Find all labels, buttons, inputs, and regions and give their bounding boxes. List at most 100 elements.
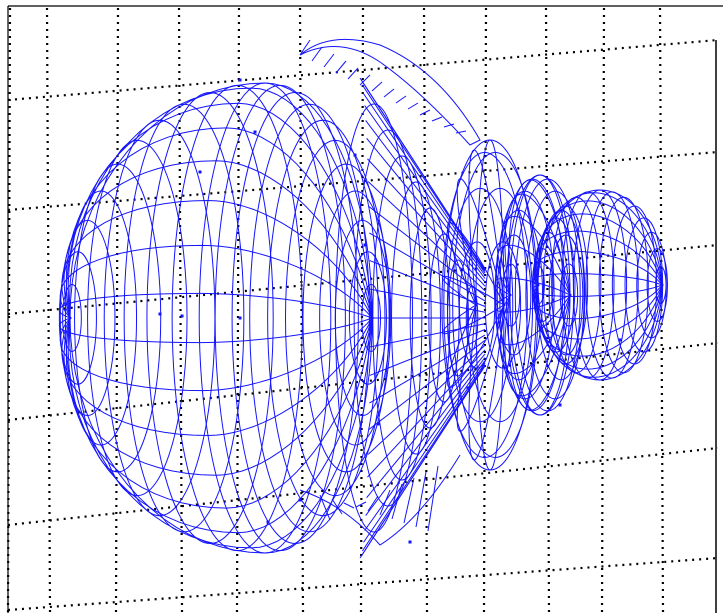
ripple-top-rib [383,88,395,98]
mesh-dot [298,498,302,502]
ripple-top-rib [323,53,335,68]
mesh-dot [238,316,242,320]
mesh-dot [376,422,380,426]
mesh-dot [466,386,470,390]
mesh-meridian [65,317,373,509]
cone-rib [359,365,486,559]
ripple-bottom [299,454,461,546]
ripple-bottom-rib [331,498,343,515]
cone-rib [367,344,486,455]
mesh-meridian [532,284,663,298]
cone-rib [361,84,486,272]
ripple-top [299,38,481,146]
mesh-meridian [494,294,571,313]
ripple-bottom-rib [319,494,331,521]
mesh-meridian [441,275,505,306]
mesh-parallel [214,84,346,552]
grid-line-horizontal [7,446,719,527]
grid-line-vertical [298,7,305,613]
mesh-meridian [68,317,373,549]
grid-line-vertical [45,7,52,613]
grid-line-vertical [177,7,184,613]
ripple-bottom-rib [367,495,379,512]
mesh-meridian [532,272,663,286]
ripple-top-rib [395,95,407,104]
cone-ring [353,129,423,507]
mesh-meridian [504,193,571,296]
grid-line-vertical [6,7,12,613]
mesh-meridian [537,192,663,286]
ripple-top-rib [359,74,371,86]
mesh-parallel [231,92,359,544]
mesh-meridian [63,160,373,319]
cone-rib [367,181,486,292]
cone-rib [363,93,486,274]
cone-ring [334,103,414,533]
mesh-meridian [468,304,505,461]
mesh-highlight-dots [158,78,622,544]
mesh-meridian [537,189,663,286]
ripple-top-rib [371,81,383,92]
mesh-dot [551,298,555,302]
grid-line-vertical [544,7,551,613]
cone-rib [360,79,486,271]
mesh-meridian [537,284,663,378]
second-side-lobe [494,174,586,416]
mesh-meridian [536,284,663,370]
mesh-meridian [507,179,571,296]
mesh-dot [408,540,412,544]
mesh-dot [180,314,184,318]
mesh-parallel [171,84,303,552]
mesh-dot [353,153,357,157]
mesh-meridian [59,317,373,392]
cone-rib [369,288,486,313]
mesh-meridian [468,149,505,306]
mesh-meridian [533,230,663,286]
mesh-parallel [598,196,649,374]
cone-rib [365,357,486,516]
ripple-top-rib [419,109,431,116]
cone-rib [363,362,486,543]
ripple-top-rib [443,123,455,128]
mesh-meridian [537,284,663,381]
main-lobe-ripple [299,38,481,546]
mesh-dot [253,130,257,134]
mesh-meridian [58,292,373,319]
mesh-meridian [67,317,373,534]
ripple-bottom-rib [343,502,355,509]
mesh-meridian [494,277,571,296]
ripple-bottom-rib [415,471,427,528]
mesh-parallel [198,82,332,554]
cone-rib [369,232,486,302]
grid-line-vertical [422,7,429,613]
ripple-bottom-rib [403,477,415,524]
grid-line-horizontal [7,556,719,612]
cone-ring [391,181,441,455]
plot-frame [7,5,723,613]
mesh-dot [618,338,622,342]
mesh-meridian [69,82,373,319]
mesh-dot [158,312,162,316]
mesh-meridian [509,294,571,416]
ripple-bottom-rib [355,501,367,508]
mesh-meridian [65,127,373,319]
wireframe-mesh [58,38,668,559]
ripple-top-rib [407,102,419,110]
mesh-meridian [61,199,373,319]
ripple-top-rib [311,46,323,62]
mesh-meridian [58,317,373,344]
mesh-meridian [496,244,571,296]
cone-rib [361,364,486,552]
cone-ring [409,207,451,429]
mesh-parallel [146,92,274,544]
mesh-dot [363,243,367,247]
mesh-dot [238,78,242,82]
ripple-top-rib [299,39,311,56]
mesh-parallel [572,189,628,381]
mesh-meridian [536,200,663,286]
mesh-meridian [59,244,373,319]
mesh-dot [198,170,202,174]
ripple-top-rib [455,130,467,134]
main-lobe [58,82,392,554]
